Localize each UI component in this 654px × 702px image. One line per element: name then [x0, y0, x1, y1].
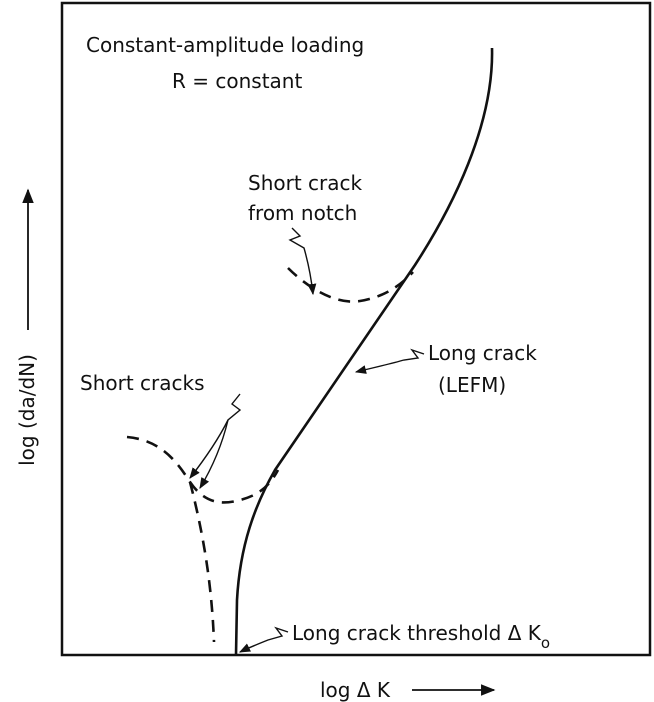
title: Constant-amplitude loading: [86, 33, 364, 57]
annotation: from notch: [248, 201, 357, 225]
short-crack-curve: [126, 435, 280, 504]
long-crack-curve: [234, 47, 494, 656]
leader: [354, 348, 425, 374]
short-crack-curve: [188, 481, 216, 643]
subtitle: R = constant: [172, 69, 302, 93]
annotation: Short cracks: [80, 371, 205, 395]
annotation: Short crack: [248, 171, 363, 195]
y-axis-label: log (da/dN): [15, 354, 39, 466]
frame: [60, 1, 652, 657]
x-axis-label: log Δ K: [320, 678, 391, 702]
annotation: Long crack threshold Δ Ko: [292, 621, 550, 652]
annotation: (LEFM): [438, 373, 506, 397]
leader: [199, 419, 229, 489]
notch-curve: [287, 267, 414, 303]
leader: [238, 626, 289, 653]
annotation: Long crack: [428, 341, 537, 365]
leader: [288, 227, 317, 296]
leader: [189, 393, 242, 479]
